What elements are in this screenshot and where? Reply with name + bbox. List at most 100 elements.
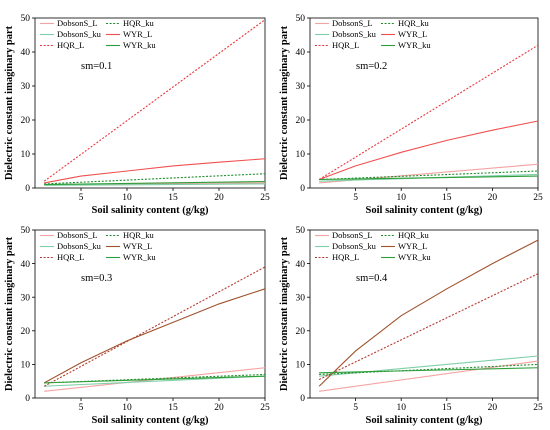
x-tick-label: 15	[168, 193, 178, 203]
x-tick-label: 25	[533, 403, 543, 413]
legend-label: HQR_ku	[123, 230, 154, 240]
panel-3: 0 10 20 30 40 50 5 10 15 20 25 Soil salinity conten…	[4, 226, 270, 426]
y-tick-label: 10	[296, 150, 306, 160]
panel-4: 0 10 20 30 40 50 5 10 15 20 25 Soil salinity conten…	[279, 226, 543, 426]
y-tick-label: 30	[21, 82, 31, 92]
legend-label: HQR_ku	[398, 230, 429, 240]
series-line-wyr-l	[318, 239, 539, 387]
y-axis-title: Dielectric constant imaginary part	[4, 236, 15, 391]
y-tick-label: 0	[25, 184, 30, 194]
x-tick-label: 20	[214, 403, 224, 413]
legend-label: DobsonS_L	[57, 18, 98, 28]
y-tick-label: 20	[21, 327, 31, 337]
series-line-hqr-ku	[319, 363, 539, 376]
series-line-wyr-ku	[44, 375, 266, 384]
x-tick-label: 5	[79, 193, 84, 203]
y-axis-title: Dielectric constant imaginary part	[279, 236, 290, 391]
legend-label: WYR_L	[123, 29, 152, 39]
sm-annotation: sm=0.2	[356, 61, 387, 72]
y-tick-label: 30	[296, 82, 306, 92]
x-tick-label: 10	[122, 403, 132, 413]
y-tick-label: 40	[21, 260, 31, 270]
legend-label: DobsonS_L	[57, 230, 98, 240]
legend-label: HQR_L	[332, 252, 359, 262]
x-tick-label: 25	[533, 193, 543, 203]
legend-label: DobsonS_L	[332, 18, 373, 28]
y-tick-label: 50	[21, 226, 31, 236]
plot-frame	[309, 17, 539, 189]
x-tick-label: 25	[260, 193, 270, 203]
y-tick-label: 30	[21, 293, 31, 303]
legend-label: WYR_L	[123, 241, 152, 251]
x-tick-label: 15	[442, 403, 452, 413]
series-line-wyr-ku	[319, 175, 539, 181]
series-line-hqr-ku	[44, 173, 266, 185]
y-tick-label: 0	[300, 184, 305, 194]
legend-label: HQR_ku	[398, 18, 429, 28]
x-tick-label: 25	[260, 403, 270, 413]
y-tick-label: 0	[25, 394, 30, 404]
y-tick-label: 50	[21, 14, 31, 24]
series-line-dobsons-ku	[44, 183, 266, 186]
legend-label: HQR_L	[57, 252, 84, 262]
series-line-wyr-l	[44, 158, 266, 184]
x-tick-label: 5	[353, 193, 358, 203]
x-tick-label: 10	[396, 193, 406, 203]
legend-label: DobsonS_ku	[332, 241, 377, 251]
legend-label: WYR_L	[398, 29, 427, 39]
series-line-hqr-l	[318, 273, 539, 381]
y-tick-label: 10	[296, 361, 306, 371]
sm-annotation: sm=0.3	[81, 273, 112, 284]
plot-frame	[34, 17, 266, 189]
legend-label: HQR_L	[332, 40, 359, 50]
legend-label: WYR_ku	[123, 252, 156, 262]
x-axis-title: Soil salinity content (g/kg)	[92, 205, 209, 216]
series-line-hqr-l	[43, 19, 266, 182]
series-line-wyr-ku	[44, 180, 266, 186]
series-line-wyr-l	[43, 288, 266, 384]
x-axis-title: Soil salinity content (g/kg)	[92, 415, 209, 426]
y-tick-label: 20	[21, 116, 31, 126]
legend-label: HQR_L	[57, 40, 84, 50]
series-line-wyr-ku	[319, 367, 539, 374]
x-axis-title: Soil salinity content (g/kg)	[366, 415, 483, 426]
x-tick-label: 20	[214, 193, 224, 203]
y-tick-label: 20	[296, 116, 306, 126]
series-line-dobsons-ku	[44, 375, 266, 387]
y-tick-label: 30	[296, 293, 306, 303]
legend-label: WYR_ku	[398, 252, 431, 262]
y-tick-label: 40	[21, 48, 31, 58]
y-tick-label: 50	[296, 14, 306, 24]
legend-label: DobsonS_L	[332, 230, 373, 240]
x-tick-label: 5	[79, 403, 84, 413]
plot-frame	[34, 229, 266, 399]
x-tick-label: 10	[122, 193, 132, 203]
series-line-hqr-l	[318, 44, 539, 180]
sm-annotation: sm=0.4	[356, 273, 388, 284]
legend-label: DobsonS_ku	[57, 29, 102, 39]
series-line-wyr-l	[318, 120, 539, 181]
y-tick-label: 40	[296, 260, 306, 270]
sm-annotation: sm=0.1	[81, 61, 112, 72]
legend-label: WYR_ku	[398, 40, 431, 50]
legend-label: WYR_L	[398, 241, 427, 251]
y-tick-label: 20	[296, 327, 306, 337]
y-tick-label: 10	[21, 150, 31, 160]
y-axis-title: Dielectric constant imaginary part	[279, 25, 290, 180]
x-axis-title: Soil salinity content (g/kg)	[366, 205, 483, 216]
legend-label: DobsonS_ku	[57, 241, 102, 251]
x-tick-label: 5	[353, 403, 358, 413]
legend-label: DobsonS_ku	[332, 29, 377, 39]
series-line-hqr-l	[43, 266, 266, 387]
y-tick-label: 50	[296, 226, 306, 236]
y-tick-label: 40	[296, 48, 306, 58]
series-line-dobsons-l	[319, 360, 539, 392]
series-line-hqr-ku	[319, 170, 539, 181]
x-tick-label: 20	[488, 403, 498, 413]
x-tick-label: 15	[442, 193, 452, 203]
y-tick-label: 10	[21, 361, 31, 371]
panel-2: 0 10 20 30 40 50 5 10 15 20 25 Soil salinity conten…	[279, 14, 543, 216]
panel-1: 0 10 20 30 40 50 5 10 15 20 25 Soil salinity conten…	[4, 14, 270, 216]
x-tick-label: 15	[168, 403, 178, 413]
